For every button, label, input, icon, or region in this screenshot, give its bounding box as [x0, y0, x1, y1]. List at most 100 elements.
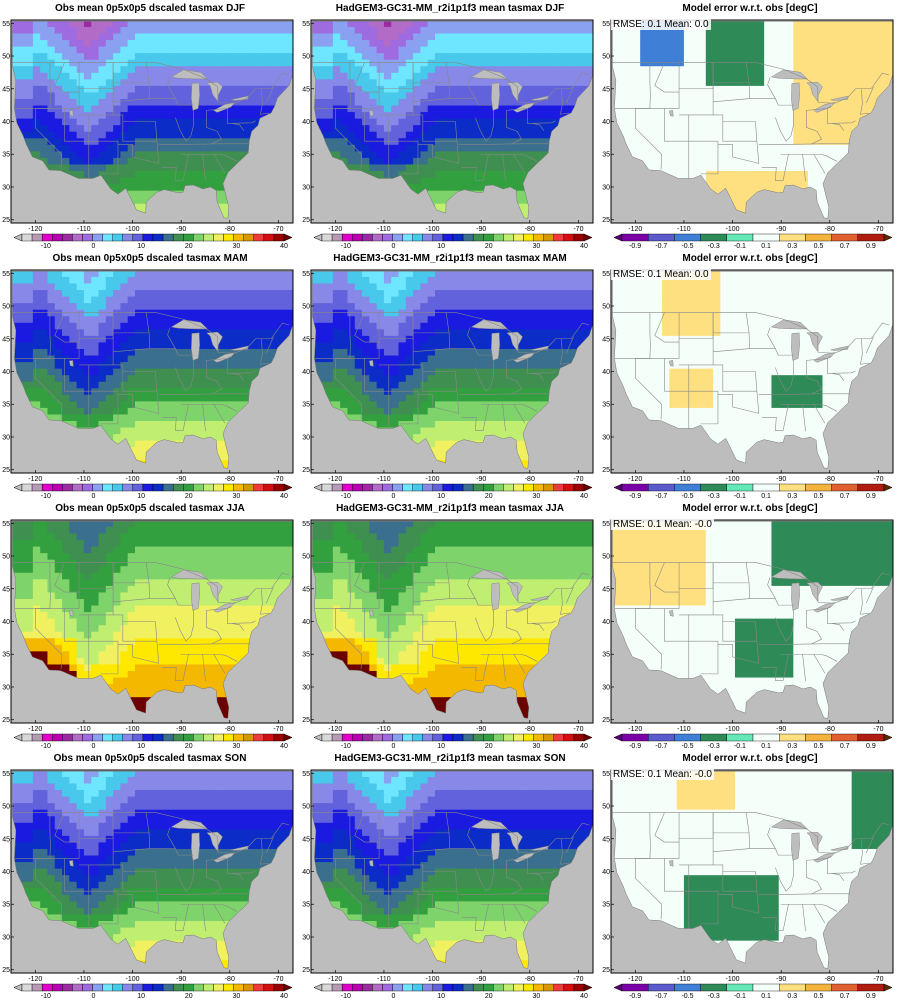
colorbar-swatch: [183, 233, 194, 242]
colorbar-swatch: [382, 733, 393, 742]
colorbar-swatch: [412, 483, 423, 492]
lon-tick-label: -100: [126, 726, 140, 733]
colorbar-swatch: [362, 233, 373, 242]
lat-tick-label: 35: [602, 402, 610, 409]
lon-tick-label: -110: [377, 726, 391, 733]
lat-tick-label: 40: [602, 119, 610, 126]
lat-tick-label: 55: [602, 21, 610, 28]
colorbar-label: 20: [485, 243, 493, 250]
colorbar-swatch: [472, 733, 484, 742]
colorbar: -0.9 -0.7 -0.5 -0.3 -0.1 0.1 0.3 0.5 0.7 0.9: [613, 983, 893, 1000]
lat-tick-label: 25: [2, 967, 10, 974]
lon-tick-label: -120: [28, 726, 42, 733]
colorbar-label: 30: [232, 743, 240, 750]
colorbar-label: 0: [92, 993, 96, 1000]
colorbar-swatch: [233, 733, 244, 742]
lat-tick-label: 35: [2, 402, 10, 409]
colorbar-swatch: [273, 983, 285, 992]
colorbar-swatch: [543, 233, 554, 242]
colorbar-swatch: [41, 233, 53, 242]
lat-tick-label: 30: [602, 684, 610, 691]
colorbar-swatch: [563, 233, 575, 242]
colorbar-swatch: [452, 983, 464, 992]
lat-tick-label: 25: [602, 967, 610, 974]
lon-tick-label: -120: [628, 726, 642, 733]
colorbar-swatch: [21, 233, 33, 242]
colorbar-label: 0: [92, 243, 96, 250]
lon-tick-label: -110: [77, 476, 91, 483]
lat-tick-label: 50: [302, 304, 310, 311]
lat-tick-label: 25: [302, 217, 310, 224]
colorbar-swatch: [321, 483, 333, 492]
lake-shape: [191, 332, 200, 361]
colorbar-swatch: [805, 733, 832, 742]
colorbar-swatch: [62, 733, 73, 742]
colorbar-label: -0.7: [655, 243, 667, 250]
colorbar-label: 40: [580, 493, 588, 500]
colorbar-swatch: [752, 733, 780, 742]
colorbar-label: 30: [532, 993, 540, 1000]
lon-tick-label: -70: [273, 976, 283, 983]
colorbar-label: -0.9: [629, 243, 641, 250]
lat-tick-label: 35: [302, 152, 310, 159]
colorbar-label: 0.7: [840, 993, 850, 1000]
colorbar-swatch: [243, 233, 254, 242]
lake-shape: [770, 319, 809, 330]
state-borders: [612, 312, 890, 432]
lon-tick-label: -120: [628, 226, 642, 233]
colorbar-swatch: [472, 233, 484, 242]
lat-tick-label: 45: [2, 586, 10, 593]
lat-tick-label: 45: [602, 586, 610, 593]
colorbar-swatch: [223, 983, 234, 992]
colorbar-label: 0: [392, 493, 396, 500]
colorbar-swatch: [233, 983, 244, 992]
panel-title: HadGEM3-GC31-MM_r2i1p1f3 mean tasmax JJA: [336, 503, 564, 514]
colorbar-label: 10: [437, 493, 445, 500]
lat-tick-label: 35: [2, 652, 10, 659]
lake-shape: [470, 319, 509, 330]
coastline: [12, 771, 294, 969]
lake-shape: [213, 602, 236, 613]
panel-title: Obs mean 0p5x0p5 dscaled tasmax JJA: [55, 503, 245, 514]
panel-model-djf: HadGEM3-GC31-MM_r2i1p1f3 mean tasmax DJF…: [300, 0, 600, 250]
panel-error-djf: Model error w.r.t. obs [degC] RMSE: 0.1 M…: [600, 0, 900, 250]
lake-shape: [791, 832, 800, 861]
panel-error-son: Model error w.r.t. obs [degC] RMSE: 0.1 M…: [600, 750, 900, 1000]
colorbar-swatch: [573, 483, 585, 492]
lon-tick-label: -100: [426, 726, 440, 733]
colorbar-swatch: [382, 983, 393, 992]
colorbar-swatch: [253, 733, 265, 742]
lat-tick-label: 25: [2, 717, 10, 724]
colorbar-swatch: [831, 483, 859, 492]
colorbar-swatch: [142, 733, 154, 742]
colorbar-label: 0.9: [866, 993, 876, 1000]
colorbar-label: -0.1: [734, 493, 746, 500]
lake-shape: [470, 569, 509, 580]
colorbar-label: 30: [232, 993, 240, 1000]
lon-tick-label: -100: [726, 476, 740, 483]
lat-tick-label: 40: [602, 619, 610, 626]
colorbar-swatch: [341, 233, 353, 242]
colorbar-label: -0.9: [629, 743, 641, 750]
lake-shape: [813, 102, 836, 113]
coastline: [312, 271, 594, 469]
lake-shape: [791, 82, 800, 111]
colorbar-swatch: [122, 233, 134, 242]
colorbar-swatch: [172, 233, 184, 242]
lon-tick-label: -80: [225, 976, 235, 983]
lon-tick-label: -70: [573, 726, 583, 733]
lake-shape: [191, 582, 200, 611]
colorbar-swatch: [253, 983, 265, 992]
lat-tick-label: 40: [302, 869, 310, 876]
state-borders: [312, 312, 590, 432]
colorbar-swatch: [831, 233, 859, 242]
colorbar-swatch: [41, 733, 53, 742]
colorbar-swatch: [21, 983, 33, 992]
lon-tick-label: -90: [176, 976, 186, 983]
colorbar-over-arrow: [883, 983, 893, 992]
colorbar-swatch: [112, 483, 123, 492]
colorbar-swatch: [372, 233, 383, 242]
state-borders: [12, 812, 290, 932]
colorbar-swatch: [112, 983, 123, 992]
